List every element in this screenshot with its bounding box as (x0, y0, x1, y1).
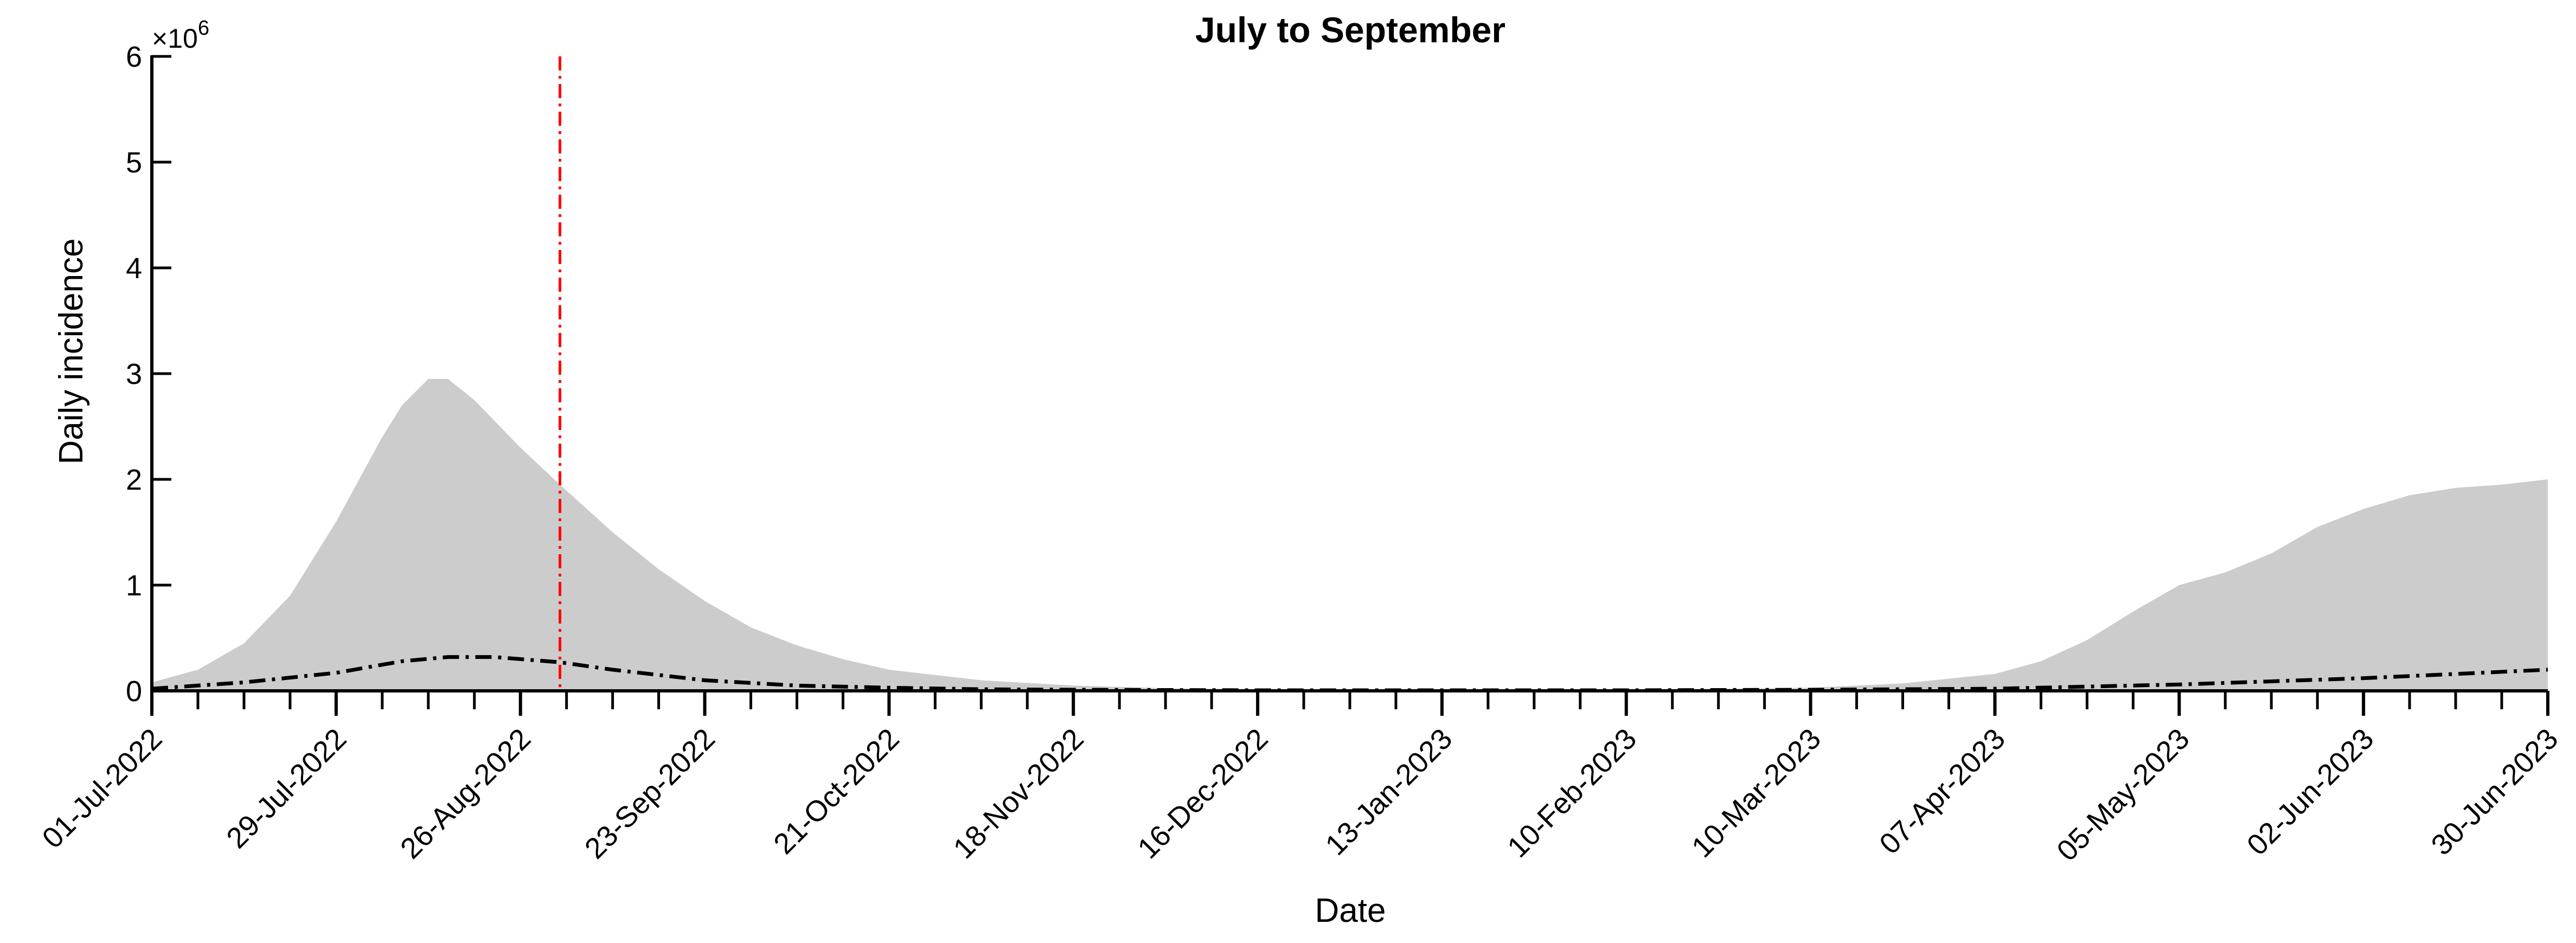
x-tick-label-7: 13-Jan-2023 (1319, 722, 1459, 862)
x-tick-label-3: 23-Sep-2022 (579, 722, 721, 865)
x-tick-label-0: 01-Jul-2022 (36, 722, 168, 855)
line-series-1 (151, 655, 2548, 692)
x-tick-label-13: 30-Jun-2023 (2425, 722, 2565, 862)
labels-layer: July to September Date Daily incidence ×… (53, 10, 1505, 929)
y-axis-multiplier: ×106 (152, 17, 209, 54)
x-tick-label-8: 10-Feb-2023 (1501, 722, 1643, 864)
x-axis-label: Date (1315, 892, 1386, 929)
y-tick-label-3: 3 (126, 358, 142, 390)
x-tick-label-9: 10-Mar-2023 (1686, 722, 1827, 864)
chart-title: July to September (1195, 10, 1505, 50)
x-tick-label-2: 26-Aug-2022 (394, 722, 537, 865)
x-tick-label-10: 07-Apr-2023 (1873, 722, 2011, 861)
y-tick-label-2: 2 (126, 464, 142, 496)
y-axis-multiplier-base: ×10 (152, 23, 198, 54)
x-tick-label-12: 02-Jun-2023 (2241, 722, 2380, 862)
x-tick-label-4: 21-Oct-2022 (767, 722, 906, 861)
y-axis-label: Daily incidence (53, 239, 90, 465)
area-layer (152, 379, 2548, 691)
line-layer (151, 655, 2548, 692)
x-tick-label-5: 18-Nov-2022 (947, 722, 1090, 865)
y-tick-label-4: 4 (126, 252, 142, 285)
x-tick-label-6: 16-Dec-2022 (1131, 722, 1274, 865)
y-tick-label-1: 1 (126, 569, 142, 602)
y-tick-label-5: 5 (126, 146, 142, 179)
x-tick-label-1: 29-Jul-2022 (220, 722, 353, 855)
y-axis-multiplier-exponent: 6 (198, 17, 209, 40)
y-tick-label-0: 0 (126, 675, 142, 708)
x-tick-label-11: 05-May-2023 (2050, 722, 2195, 867)
y-tick-label-6: 6 (126, 41, 142, 73)
area-series-0 (152, 379, 2548, 691)
